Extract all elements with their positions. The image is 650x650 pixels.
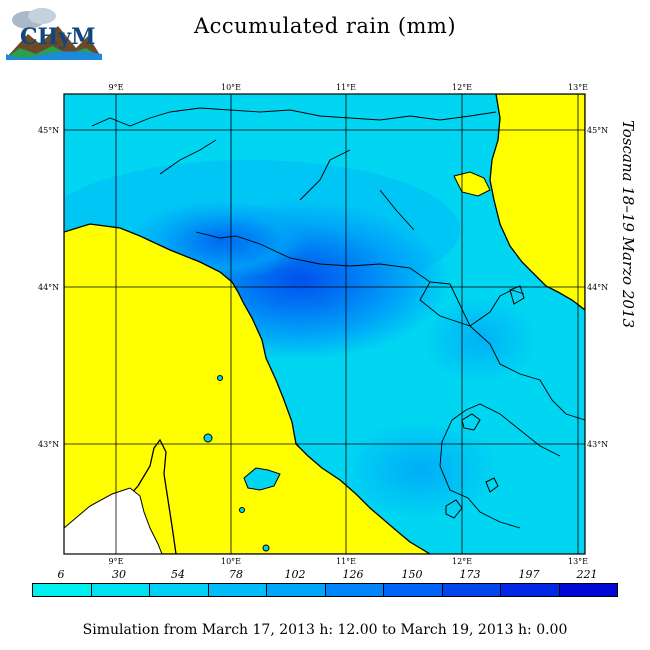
colorbar-level: 6	[57, 568, 65, 581]
lon-label: 13°E	[568, 557, 588, 566]
lat-label: 43°N	[38, 440, 59, 449]
colorbar-level: 221	[576, 568, 598, 581]
colorbar-level: 54	[171, 568, 185, 581]
lat-label: 45°N	[587, 126, 608, 135]
colorbar-level: 173	[459, 568, 481, 581]
colorbar-level: 197	[518, 568, 540, 581]
lon-label: 12°E	[452, 83, 472, 92]
lat-label: 45°N	[38, 126, 59, 135]
outside-domain	[64, 487, 163, 554]
lon-labels-top: 9°E 10°E 11°E 12°E 13°E	[109, 83, 589, 92]
colorbar-swatch	[91, 584, 150, 596]
colorbar-swatch	[267, 584, 326, 596]
graticule	[64, 94, 585, 554]
colorbar-strip	[32, 583, 618, 597]
lat-label: 43°N	[587, 440, 608, 449]
svg-text:CHyM: CHyM	[20, 24, 95, 50]
chym-logo-icon: CHyM	[6, 4, 102, 60]
colorbar-swatch	[150, 584, 209, 596]
colorbar-swatch	[501, 584, 560, 596]
colorbar-swatch	[325, 584, 384, 596]
colorbar-swatch	[442, 584, 501, 596]
colorbar-legend: 6 30 54 78 102 126 150 173 197 221	[32, 568, 618, 598]
adriatic-sea	[489, 94, 585, 311]
simulation-period: Simulation from March 17, 2013 h: 12.00 …	[82, 622, 568, 638]
colorbar-swatch	[33, 584, 92, 596]
event-label-vertical: Toscana 18–19 Marzo 2013	[619, 119, 637, 329]
elba-island	[243, 467, 281, 491]
colorbar-swatch	[208, 584, 267, 596]
lon-label: 10°E	[221, 83, 241, 92]
colorbar-level: 126	[342, 568, 364, 581]
colorbar-level: 102	[284, 568, 306, 581]
lon-labels-bottom: 9°E 10°E 11°E 12°E 13°E	[109, 557, 589, 566]
lat-labels-right: 45°N 44°N 43°N	[587, 126, 608, 449]
lat-label: 44°N	[587, 283, 608, 292]
lon-label: 13°E	[568, 83, 588, 92]
lon-label: 9°E	[109, 557, 124, 566]
lon-label: 12°E	[452, 557, 472, 566]
lon-label: 9°E	[109, 83, 124, 92]
colorbar-swatch	[559, 584, 617, 596]
map-frame	[63, 93, 586, 555]
region-boundaries	[91, 107, 585, 529]
lon-label: 10°E	[221, 557, 241, 566]
colorbar-level: 150	[401, 568, 423, 581]
lat-labels-left: 45°N 44°N 43°N	[38, 126, 59, 449]
colorbar-swatch	[384, 584, 443, 596]
lake-trasimeno	[461, 413, 481, 431]
map-title: Accumulated rain (mm)	[193, 14, 457, 38]
colorbar-level: 78	[229, 568, 243, 581]
lon-label: 11°E	[336, 557, 356, 566]
lon-label: 11°E	[336, 83, 356, 92]
lat-label: 44°N	[38, 283, 59, 292]
colorbar-level: 30	[112, 568, 126, 581]
